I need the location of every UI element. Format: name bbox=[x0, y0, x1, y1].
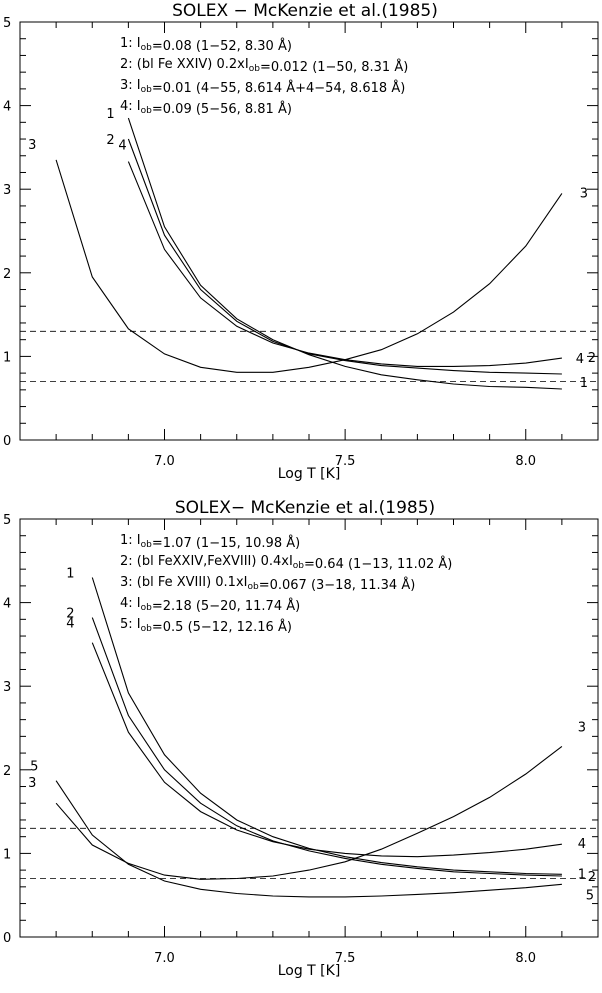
legend-post: =0.09 (5−56, 8.81 Å) bbox=[152, 101, 292, 117]
y-tick-label: 3 bbox=[3, 183, 11, 198]
legend-sub: ob bbox=[141, 624, 153, 634]
legend-num: 4: bbox=[120, 596, 137, 611]
y-tick-label: 0 bbox=[3, 931, 11, 946]
legend-pre: I bbox=[137, 99, 141, 114]
x-tick-label: 7.0 bbox=[154, 454, 175, 469]
y-tick-label: 4 bbox=[3, 597, 11, 612]
legend-post: =0.64 (1−13, 11.02 Å) bbox=[304, 556, 452, 572]
y-tick-label: 2 bbox=[3, 764, 11, 779]
series-end-label-2: 2 bbox=[588, 351, 596, 366]
series-line-3 bbox=[55, 745, 563, 880]
series-line-3 bbox=[55, 159, 563, 373]
legend-num: 3: bbox=[120, 575, 137, 590]
legend-sub: ob bbox=[293, 561, 305, 571]
legend-num: 1: bbox=[120, 36, 137, 51]
legend-sub: ob bbox=[141, 43, 153, 53]
x-tick-label: 7.5 bbox=[335, 454, 356, 469]
x-tick-label: 8.0 bbox=[515, 951, 536, 966]
legend-post: =1.07 (1−15, 10.98 Å) bbox=[152, 535, 300, 551]
series-start-label-3: 3 bbox=[28, 776, 36, 791]
legend-post: =0.067 (3−18, 11.34 Å) bbox=[259, 577, 416, 593]
legend-pre: (bl FeXXIV,FeXVIII) 0.4xI bbox=[137, 554, 293, 569]
series-line-4 bbox=[127, 161, 562, 367]
legend-pre: I bbox=[137, 533, 141, 548]
series-line-1 bbox=[127, 117, 562, 390]
legend-num: 2: bbox=[120, 554, 137, 569]
series-end-label-1: 1 bbox=[578, 867, 586, 882]
legend-entry: 4: Iob=2.18 (5−20, 11.74 Å) bbox=[120, 596, 300, 614]
series-start-label-2: 2 bbox=[66, 607, 74, 622]
series-line-4 bbox=[91, 642, 562, 858]
legend-num: 5: bbox=[120, 617, 137, 632]
legend-post: =0.01 (4−55, 8.614 Å+4−54, 8.618 Å) bbox=[152, 80, 405, 96]
legend-entry: 4: Iob=0.09 (5−56, 8.81 Å) bbox=[120, 99, 292, 117]
series-start-label-2: 2 bbox=[106, 133, 114, 148]
legend-post: =2.18 (5−20, 11.74 Å) bbox=[152, 598, 300, 614]
legend-entry: 3: (bl Fe XVIII) 0.1xIob=0.067 (3−18, 11… bbox=[120, 575, 415, 593]
series-end-label-3: 3 bbox=[578, 720, 586, 735]
legend-entry: 3: Iob=0.01 (4−55, 8.614 Å+4−54, 8.618 Å… bbox=[120, 78, 405, 96]
series-start-label-3: 3 bbox=[28, 138, 36, 153]
legend-pre: I bbox=[137, 596, 141, 611]
series-line-2 bbox=[91, 617, 562, 877]
legend-sub: ob bbox=[247, 582, 259, 592]
legend-sub: ob bbox=[141, 603, 153, 613]
series-line-2 bbox=[127, 138, 562, 375]
series-line-5 bbox=[55, 780, 562, 898]
legend-num: 4: bbox=[120, 99, 137, 114]
legend-post: =0.012 (1−50, 8.31 Å) bbox=[260, 59, 408, 75]
legend-sub: ob bbox=[249, 64, 261, 74]
y-tick-label: 5 bbox=[3, 513, 11, 528]
y-tick-label: 1 bbox=[3, 847, 11, 862]
chart-title: SOLEX− McKenzie et al.(1985) bbox=[175, 498, 435, 518]
y-tick-label: 4 bbox=[3, 100, 11, 115]
x-axis-label: Log T [K] bbox=[278, 466, 341, 482]
series-start-label-5: 5 bbox=[30, 760, 38, 775]
y-tick-label: 2 bbox=[3, 267, 11, 282]
legend-entry: 2: (bl FeXXIV,FeXVIII) 0.4xIob=0.64 (1−1… bbox=[120, 554, 452, 572]
legend-pre: (bl Fe XVIII) 0.1xI bbox=[137, 575, 248, 590]
series-end-label-2: 2 bbox=[588, 870, 596, 885]
series-start-label-1: 1 bbox=[66, 567, 74, 582]
y-tick-label: 0 bbox=[3, 434, 11, 449]
x-axis-label: Log T [K] bbox=[278, 963, 341, 979]
legend-num: 3: bbox=[120, 78, 137, 93]
series-end-label-3: 3 bbox=[580, 186, 588, 201]
legend-num: 2: bbox=[120, 57, 137, 72]
x-tick-label: 7.0 bbox=[154, 951, 175, 966]
series-end-label-5: 5 bbox=[586, 888, 594, 903]
legend-pre: (bl Fe XXIV) 0.2xI bbox=[137, 57, 249, 72]
x-tick-label: 8.0 bbox=[515, 454, 536, 469]
series-start-label-1: 1 bbox=[106, 107, 114, 122]
legend-entry: 2: (bl Fe XXIV) 0.2xIob=0.012 (1−50, 8.3… bbox=[120, 57, 408, 75]
y-tick-label: 5 bbox=[3, 16, 11, 31]
legend-sub: ob bbox=[141, 540, 153, 550]
legend-post: =0.08 (1−52, 8.30 Å) bbox=[152, 38, 292, 54]
legend-pre: I bbox=[137, 617, 141, 632]
legend-post: =0.5 (5−12, 12.16 Å) bbox=[152, 619, 292, 635]
x-tick-label: 7.5 bbox=[335, 951, 356, 966]
y-tick-label: 3 bbox=[3, 680, 11, 695]
legend-num: 1: bbox=[120, 533, 137, 548]
chart-panel-bottom: SOLEX− McKenzie et al.(1985) Log T [K] 0… bbox=[3, 498, 599, 979]
y-tick-label: 1 bbox=[3, 350, 11, 365]
legend-entry: 5: Iob=0.5 (5−12, 12.16 Å) bbox=[120, 617, 292, 635]
series-start-label-4: 4 bbox=[66, 617, 74, 632]
series-end-label-4: 4 bbox=[578, 837, 586, 852]
series-end-label-1: 1 bbox=[580, 376, 588, 391]
series-end-label-4: 4 bbox=[576, 352, 584, 367]
series-start-label-4: 4 bbox=[118, 139, 126, 154]
legend-pre: I bbox=[137, 36, 141, 51]
legend-entry: 1: Iob=1.07 (1−15, 10.98 Å) bbox=[120, 533, 300, 551]
series-line-1 bbox=[91, 577, 562, 875]
legend-pre: I bbox=[137, 78, 141, 93]
legend-sub: ob bbox=[141, 106, 153, 116]
legend-entry: 1: Iob=0.08 (1−52, 8.30 Å) bbox=[120, 36, 292, 54]
legend-sub: ob bbox=[141, 85, 153, 95]
chart-title: SOLEX − McKenzie et al.(1985) bbox=[172, 1, 438, 21]
chart-panel-top: SOLEX − McKenzie et al.(1985) Log T [K] … bbox=[3, 1, 599, 482]
